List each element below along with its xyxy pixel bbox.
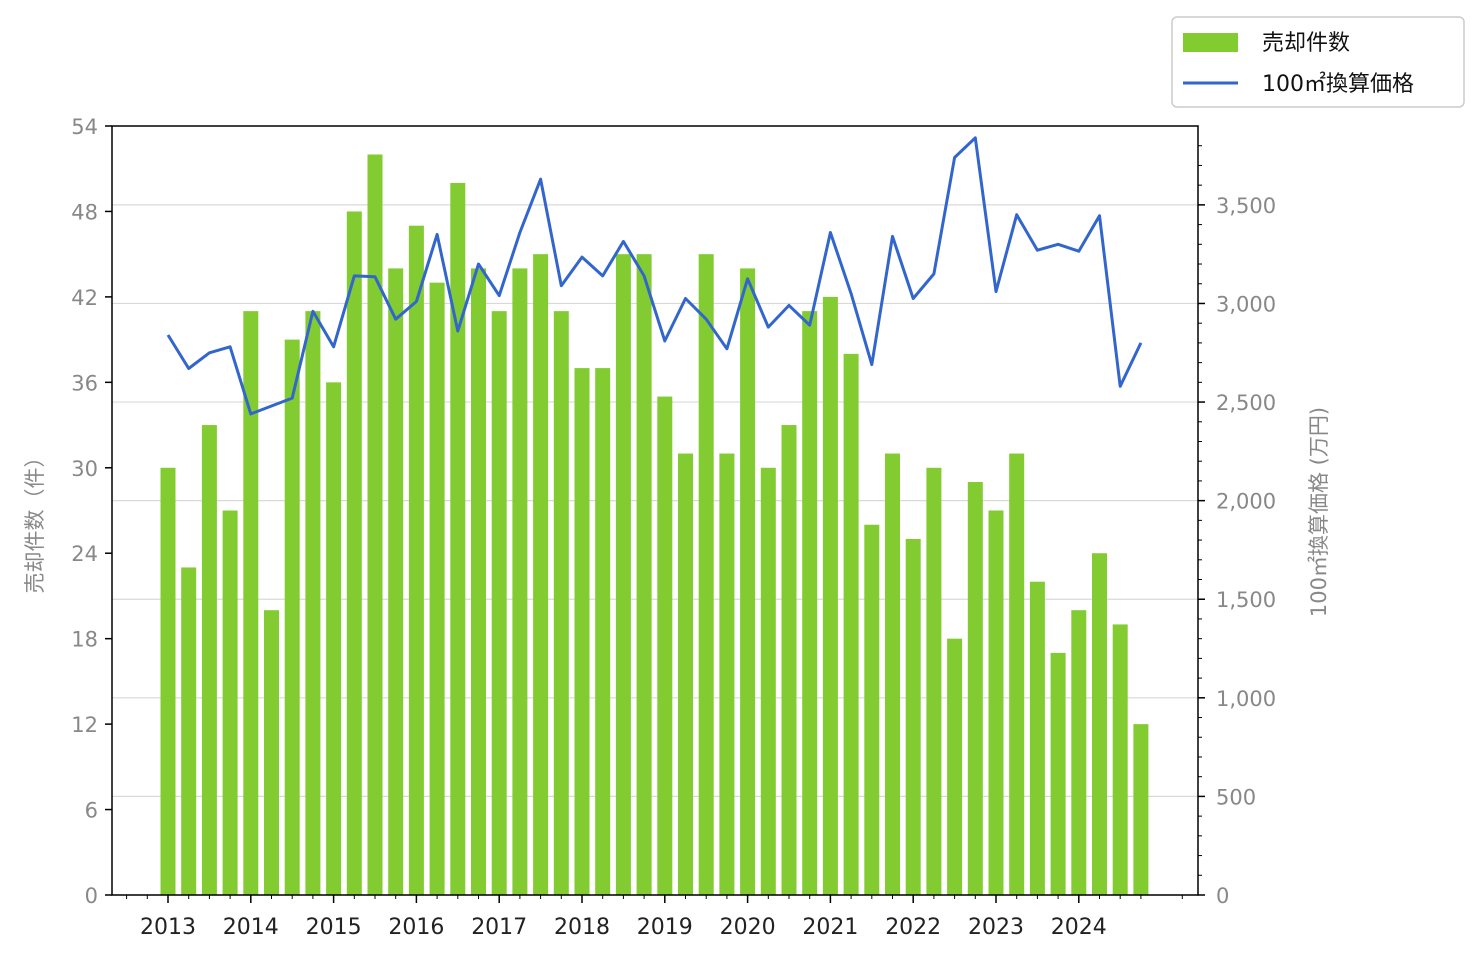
bar (1050, 652, 1066, 895)
left-tick-label: 0 (85, 884, 98, 908)
bar (595, 368, 611, 895)
right-tick-label: 0 (1216, 884, 1229, 908)
bar (264, 610, 279, 895)
bar (574, 368, 590, 895)
bar (305, 311, 321, 895)
right-tick-label: 3,500 (1216, 194, 1276, 218)
bar (1133, 724, 1149, 895)
legend-box (1171, 16, 1465, 108)
bar (719, 453, 735, 895)
bar (471, 268, 486, 895)
bar (615, 254, 631, 895)
left-tick-label: 12 (71, 713, 98, 737)
bar (802, 311, 818, 895)
x-tick-label: 2015 (306, 915, 362, 940)
bar (160, 467, 176, 895)
left-tick-label: 54 (71, 115, 98, 139)
right-tick-label: 2,000 (1216, 490, 1276, 514)
left-tick-label: 42 (71, 286, 98, 310)
plot-frame (111, 125, 1199, 896)
right-axis-label: 100㎡換算価格 (万円) (1307, 407, 1331, 617)
right-tick-label: 1,000 (1216, 687, 1276, 711)
bar (201, 425, 217, 895)
bar (822, 296, 838, 895)
bar (1092, 553, 1107, 895)
left-tick-label: 36 (71, 371, 98, 395)
right-y-axis: 0 500 1,000 1,500 2,000 2,500 3,000 3,500 (1198, 145, 1276, 908)
bar (181, 567, 197, 895)
bar-series (160, 154, 1149, 896)
bar (450, 182, 466, 896)
bar (326, 382, 342, 895)
bar (553, 311, 569, 895)
x-tick-label: 2024 (1051, 915, 1107, 940)
bar (491, 311, 507, 895)
left-tick-label: 30 (71, 457, 98, 481)
left-tick-label: 48 (71, 200, 98, 224)
bar (512, 268, 528, 895)
x-tick-label: 2021 (802, 915, 858, 940)
x-tick-label: 2022 (885, 915, 941, 940)
bar (388, 268, 404, 895)
bar (222, 510, 238, 895)
right-tick-label: 3,000 (1216, 292, 1276, 316)
bar (781, 425, 797, 895)
bar (429, 282, 445, 895)
right-tick-label: 2,500 (1216, 391, 1276, 415)
left-axis-label: 売却件数（件） (23, 447, 47, 594)
bar (243, 311, 259, 895)
bar (947, 638, 963, 895)
right-tick-label: 500 (1216, 785, 1256, 809)
legend-bar-swatch (1183, 33, 1238, 52)
legend-line-label: 100㎡換算価格 (1262, 71, 1414, 97)
x-tick-label: 2020 (720, 915, 776, 940)
bar (636, 254, 652, 895)
price-line (166, 136, 1143, 416)
bar (284, 339, 300, 896)
legend: 売却件数 100㎡換算価格 (1171, 16, 1465, 108)
bar (843, 353, 859, 896)
x-tick-label: 2019 (637, 915, 693, 940)
line-series (166, 136, 1143, 416)
bar (988, 510, 1004, 895)
x-tick-label: 2023 (968, 915, 1024, 940)
bar (1071, 610, 1087, 895)
bar (408, 225, 424, 895)
bar (967, 482, 983, 895)
x-tick-label: 2017 (471, 915, 527, 940)
bar (1029, 581, 1045, 895)
bar (864, 524, 880, 895)
bar (1112, 624, 1128, 895)
left-tick-label: 18 (71, 628, 98, 652)
bar (657, 396, 673, 895)
x-tick-label: 2014 (223, 915, 279, 940)
bar (740, 268, 756, 895)
bar (905, 538, 921, 895)
bar (885, 453, 900, 895)
left-tick-label: 6 (85, 799, 98, 823)
bar (760, 467, 776, 895)
x-tick-label: 2018 (554, 915, 610, 940)
right-tick-label: 1,500 (1216, 588, 1276, 612)
bar (678, 453, 693, 895)
x-tick-label: 2016 (388, 915, 444, 940)
legend-bar-label: 売却件数 (1262, 31, 1350, 56)
left-y-axis: 0 6 12 18 24 30 36 42 48 54 (71, 115, 112, 908)
bar (346, 211, 362, 895)
bar (698, 254, 714, 895)
bar (1009, 453, 1025, 895)
bar (926, 467, 942, 895)
bar (533, 254, 549, 895)
left-tick-label: 24 (71, 542, 98, 566)
x-axis: 2013 2014 2015 2016 2017 2018 2019 2020 2021 2022… (126, 895, 1183, 940)
x-tick-label: 2013 (140, 915, 196, 940)
bar (367, 154, 383, 896)
